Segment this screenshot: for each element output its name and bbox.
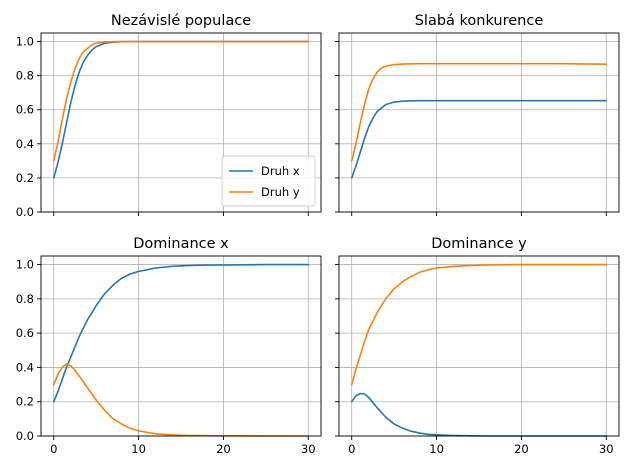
y-tick-label: 0.6 — [16, 103, 34, 117]
x-tick-label: 20 — [514, 442, 529, 456]
legend-frame — [221, 155, 316, 207]
series-line-0 — [350, 99, 608, 179]
series-line-1 — [350, 62, 608, 162]
y-tick-label: 0.2 — [16, 395, 34, 409]
x-tick-label: 10 — [429, 442, 444, 456]
series-line-1 — [52, 363, 310, 437]
subplot-title: Dominance y — [431, 236, 527, 252]
y-tick-label: 0.2 — [16, 171, 34, 185]
y-tick-label: 0.0 — [16, 429, 34, 443]
y-tick-label: 0.0 — [16, 205, 34, 219]
subplot-dominance-x: 0 10 20 30 0.0 0.2 0.4 0.6 0.8 1.0 Dominance x — [16, 236, 322, 456]
x-tick-label: 10 — [131, 442, 146, 456]
subplot-independent-populations: 0.0 0.2 0.4 0.6 0.8 1.0 Nezávislé populace Druh… — [16, 13, 322, 219]
y-tick-label: 1.0 — [16, 258, 34, 272]
y-tick-label: 0.8 — [16, 69, 34, 83]
subplot-title: Nezávislé populace — [111, 13, 251, 29]
axes-frame — [338, 32, 620, 213]
series-line-1 — [52, 40, 310, 162]
axes-frame — [40, 32, 322, 213]
subplot-weak-competition: Slabá konkurence — [335, 13, 620, 216]
y-tick-label: 0.8 — [16, 292, 34, 306]
series-line-0 — [52, 263, 310, 403]
x-tick-label: 20 — [216, 442, 231, 456]
series-line-1 — [350, 263, 608, 386]
x-tick-label: 0 — [348, 442, 355, 456]
subplot-dominance-y: 0 10 20 30 Dominance y — [335, 236, 620, 456]
series-line-0 — [350, 392, 608, 437]
subplot-title: Dominance x — [133, 236, 229, 252]
x-tick-label: 0 — [50, 442, 57, 456]
axes-frame — [338, 255, 620, 437]
subplot-title: Slabá konkurence — [415, 13, 544, 29]
legend-label: Druh y — [261, 185, 300, 199]
x-tick-label: 30 — [301, 442, 316, 456]
legend: Druh x Druh y — [221, 155, 316, 207]
y-tick-label: 1.0 — [16, 35, 34, 49]
y-tick-label: 0.4 — [16, 360, 34, 374]
y-tick-label: 0.4 — [16, 137, 34, 151]
legend-label: Druh x — [261, 164, 300, 178]
x-tick-label: 30 — [599, 442, 614, 456]
y-tick-label: 0.6 — [16, 326, 34, 340]
axes-frame — [40, 255, 322, 437]
